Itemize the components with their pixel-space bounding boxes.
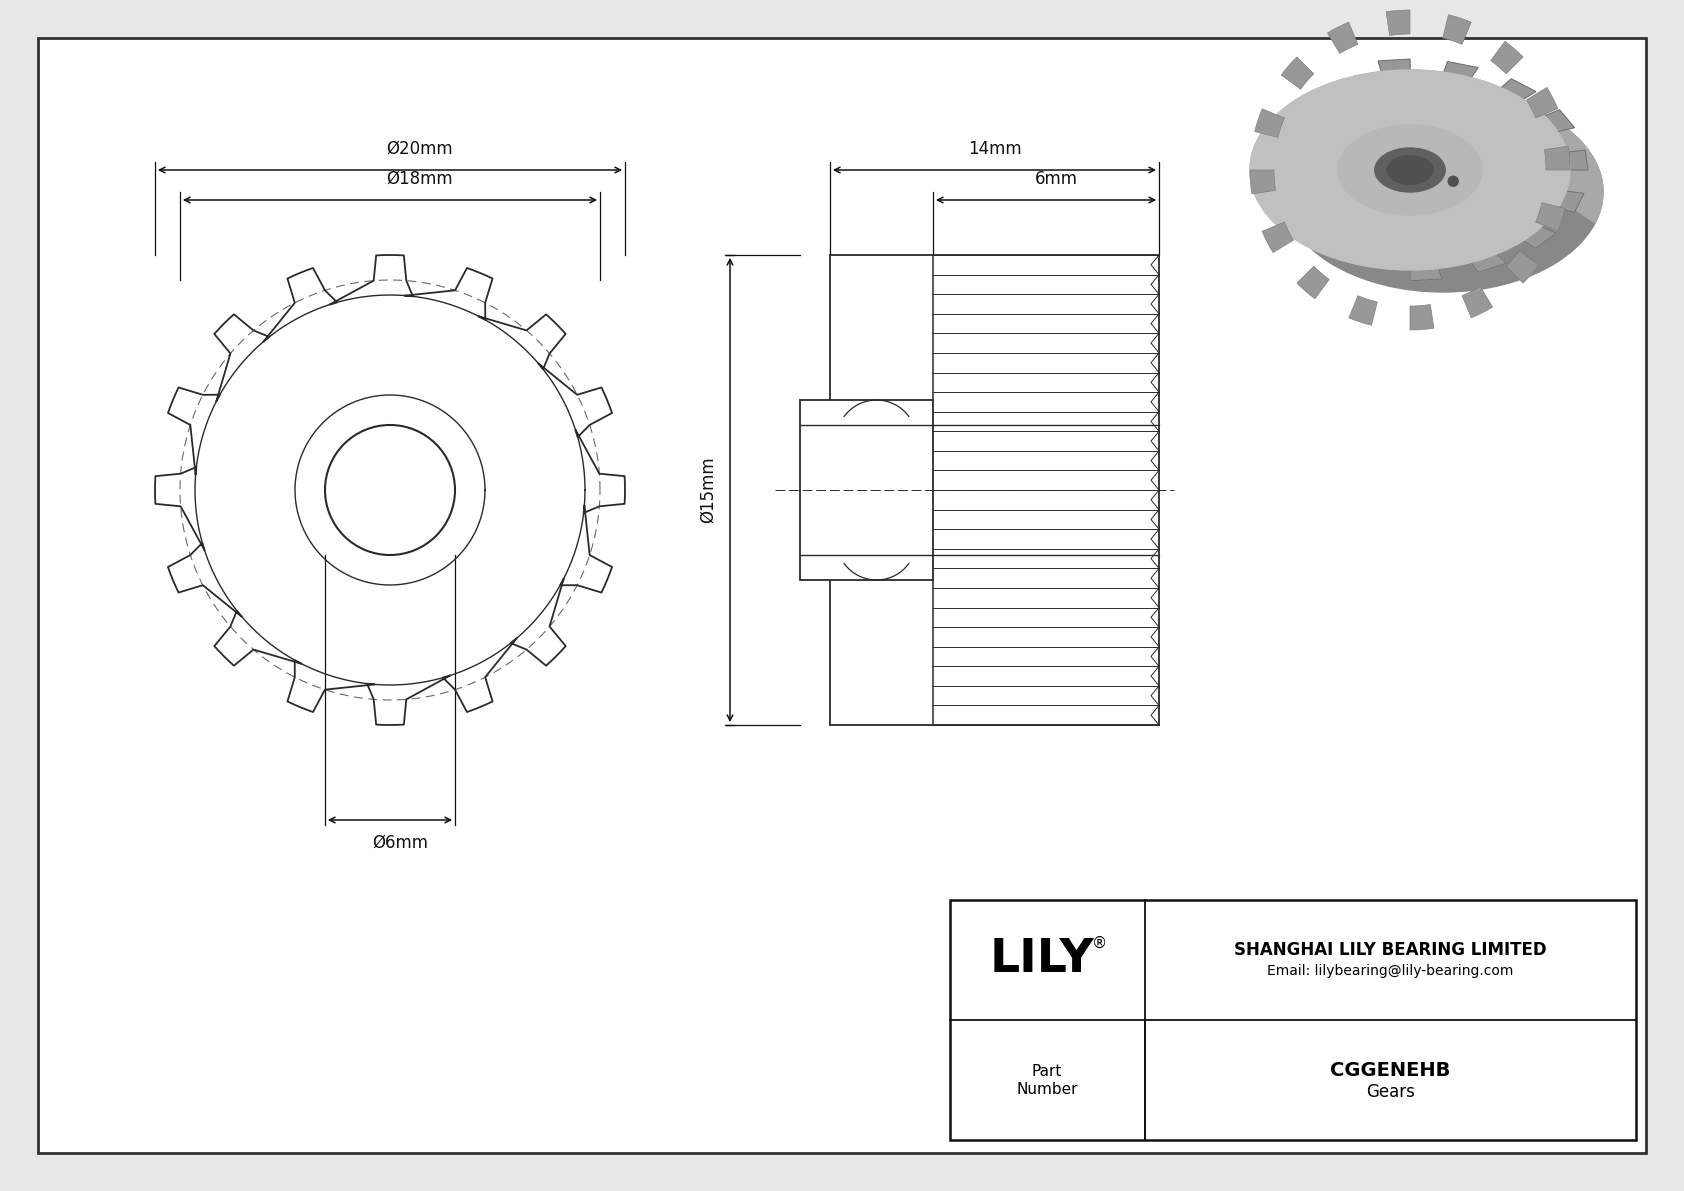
Wedge shape (1250, 170, 1275, 194)
Text: Gears: Gears (1366, 1083, 1415, 1100)
Polygon shape (1472, 254, 1507, 273)
Wedge shape (1526, 87, 1558, 118)
Wedge shape (1443, 14, 1472, 44)
Wedge shape (1490, 42, 1522, 74)
Bar (800, 400, 933, 580)
Bar (825, 255, 1164, 725)
Text: SHANGHAI LILY BEARING LIMITED: SHANGHAI LILY BEARING LIMITED (1234, 941, 1548, 959)
Circle shape (325, 425, 455, 555)
Text: Ø6mm: Ø6mm (372, 834, 428, 852)
Wedge shape (1263, 222, 1293, 252)
Polygon shape (1443, 62, 1479, 77)
Ellipse shape (1283, 92, 1603, 292)
Text: Ø20mm: Ø20mm (387, 141, 453, 158)
Ellipse shape (1339, 125, 1482, 216)
Text: 6mm: 6mm (1034, 170, 1078, 188)
Polygon shape (1500, 79, 1536, 99)
Polygon shape (1378, 60, 1410, 71)
Wedge shape (1544, 146, 1569, 170)
Polygon shape (1410, 268, 1442, 281)
Circle shape (1448, 176, 1458, 186)
Text: Part: Part (1032, 1065, 1063, 1079)
Wedge shape (1282, 57, 1314, 89)
Text: LILY: LILY (990, 937, 1095, 983)
Ellipse shape (1388, 156, 1433, 185)
Polygon shape (1544, 110, 1575, 132)
Text: Email: lilybearing@lily-bearing.com: Email: lilybearing@lily-bearing.com (1268, 964, 1514, 978)
Text: 14mm: 14mm (968, 141, 1021, 158)
Wedge shape (1386, 10, 1410, 36)
Text: Ø15mm: Ø15mm (699, 456, 717, 523)
Wedge shape (1297, 266, 1329, 299)
Wedge shape (1349, 295, 1378, 325)
Ellipse shape (1250, 70, 1569, 270)
Bar (830, 255, 1159, 725)
Wedge shape (1536, 202, 1566, 231)
Polygon shape (1558, 191, 1585, 212)
Polygon shape (1522, 227, 1556, 249)
Polygon shape (155, 255, 625, 725)
Polygon shape (1250, 70, 1603, 223)
Text: Number: Number (1015, 1081, 1078, 1097)
Polygon shape (1568, 150, 1588, 170)
Text: ®: ® (1091, 935, 1106, 950)
Wedge shape (1462, 287, 1492, 318)
Ellipse shape (1374, 148, 1445, 192)
Text: CGGENEHB: CGGENEHB (1330, 1060, 1450, 1079)
Wedge shape (1327, 23, 1357, 54)
Bar (950, 900, 1635, 1140)
Wedge shape (1410, 305, 1433, 330)
Text: Ø18mm: Ø18mm (387, 170, 453, 188)
Wedge shape (1255, 108, 1285, 137)
Wedge shape (1505, 251, 1539, 283)
